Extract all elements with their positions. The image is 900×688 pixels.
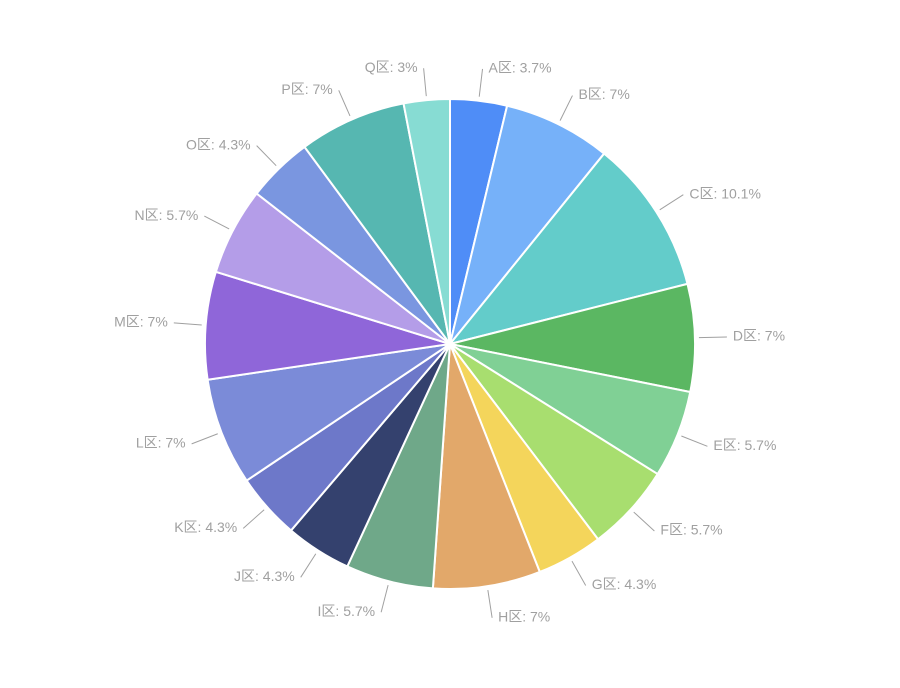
leader-line [174,323,202,325]
slice-label: G区: 4.3% [592,576,657,592]
leader-line [424,68,427,96]
leader-line [192,434,218,444]
slice-label: B区: 7% [578,86,629,102]
slice-label: P区: 7% [281,81,332,97]
slice-label: N区: 5.7% [135,207,199,223]
slice-label: D区: 7% [733,328,785,344]
slice-label: A区: 3.7% [489,60,552,76]
leader-line [204,216,229,229]
leader-line [681,436,707,446]
slice-label: Q区: 3% [365,59,418,75]
slice-label: C区: 10.1% [689,185,761,201]
leader-line [257,146,277,166]
leader-line [572,561,586,585]
leader-line [339,90,350,116]
slice-label: J区: 4.3% [234,568,295,584]
leader-line [301,554,316,578]
slice-label: E区: 5.7% [713,437,776,453]
slice-label: I区: 5.7% [318,603,376,619]
leader-line [488,590,492,618]
leader-line [560,96,572,121]
leader-line [381,585,388,612]
leader-line [243,510,264,529]
leader-line [479,69,482,97]
leader-line [699,337,727,338]
slice-label: O区: 4.3% [186,136,251,152]
pie-chart: A区: 3.7% B区: 7% C区: 10.1% D区: 7% E区: 5.7% F区:… [0,0,900,688]
leader-line [660,195,684,210]
slice-label: L区: 7% [136,435,186,451]
leader-line [634,512,655,531]
slice-label: K区: 4.3% [174,519,237,535]
slice-label: F区: 5.7% [660,522,722,538]
slice-label: M区: 7% [114,314,168,330]
slice-label: H区: 7% [498,608,550,624]
